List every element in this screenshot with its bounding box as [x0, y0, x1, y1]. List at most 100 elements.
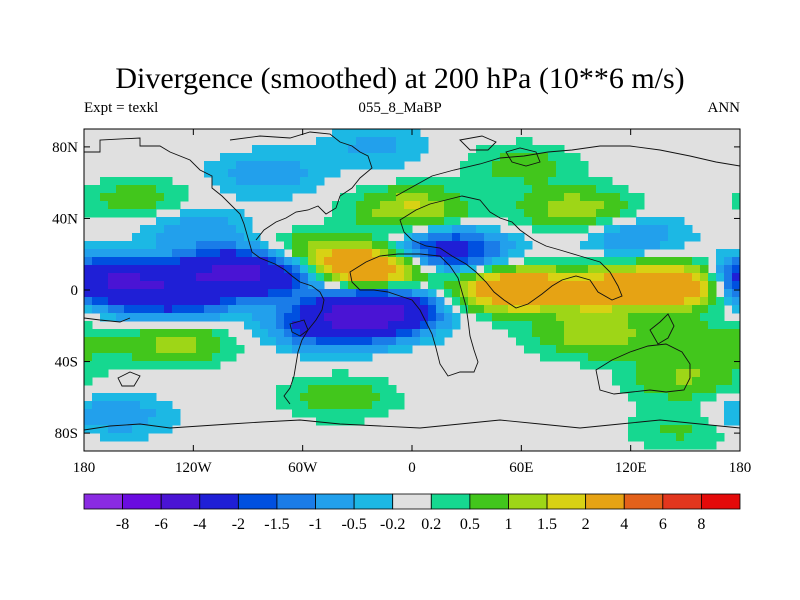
field-cell [388, 185, 397, 194]
field-cell [212, 273, 221, 282]
field-cell [692, 329, 701, 338]
field-cell [676, 313, 685, 322]
x-tick-label: 180 [73, 460, 96, 476]
field-cell [412, 153, 421, 162]
field-cell [700, 361, 709, 370]
field-cell [212, 249, 221, 258]
field-cell [412, 265, 421, 274]
field-cell [116, 305, 125, 314]
field-cell [316, 225, 325, 234]
field-cell [620, 281, 629, 290]
field-cell [660, 345, 669, 354]
field-cell [628, 329, 637, 338]
field-cell [580, 321, 589, 330]
field-cell [660, 257, 669, 266]
field-cell [156, 249, 165, 258]
field-cell [356, 153, 365, 162]
field-cell [356, 241, 365, 250]
field-cell [380, 409, 389, 418]
field-cell [196, 225, 205, 234]
field-cell [84, 265, 93, 274]
field-cell [684, 409, 693, 418]
field-cell [700, 353, 709, 362]
field-cell [636, 257, 645, 266]
field-cell [316, 161, 325, 170]
field-cell [540, 185, 549, 194]
field-cell [620, 265, 629, 274]
field-cell [300, 297, 309, 306]
field-cell [388, 393, 397, 402]
field-cell [180, 361, 189, 370]
field-cell [364, 185, 373, 194]
field-cell [92, 361, 101, 370]
colorbar-swatch [199, 493, 239, 510]
field-cell [412, 329, 421, 338]
field-cell [612, 353, 621, 362]
field-cell [540, 305, 549, 314]
field-cell [700, 305, 709, 314]
field-cell [604, 241, 613, 250]
field-cell [260, 281, 269, 290]
field-cell [172, 201, 181, 210]
field-cell [92, 257, 101, 266]
field-cell [340, 401, 349, 410]
field-cell [276, 233, 285, 242]
field-cell [388, 153, 397, 162]
field-cell [580, 289, 589, 298]
field-cell [276, 337, 285, 346]
field-cell [284, 241, 293, 250]
field-cell [356, 353, 365, 362]
field-cell [436, 313, 445, 322]
field-cell [116, 265, 125, 274]
field-cell [516, 337, 525, 346]
field-cell [644, 289, 653, 298]
field-cell [532, 297, 541, 306]
field-cell [212, 217, 221, 226]
field-cell [148, 209, 157, 218]
field-cell [148, 265, 157, 274]
field-cell [556, 209, 565, 218]
field-cell [164, 305, 173, 314]
field-cell [660, 225, 669, 234]
field-cell [724, 401, 733, 410]
field-cell [212, 241, 221, 250]
field-cell [188, 257, 197, 266]
field-cell [404, 289, 413, 298]
field-cell [284, 313, 293, 322]
field-cell [428, 329, 437, 338]
field-cell [540, 265, 549, 274]
field-cell [332, 217, 341, 226]
field-cell [140, 209, 149, 218]
field-cell [492, 201, 501, 210]
field-cell [644, 305, 653, 314]
field-cell [172, 313, 181, 322]
field-cell [196, 281, 205, 290]
field-cell [516, 321, 525, 330]
field-cell [604, 313, 613, 322]
field-cell [148, 409, 157, 418]
field-cell [532, 177, 541, 186]
field-cell [260, 329, 269, 338]
field-cell [300, 289, 309, 298]
field-cell [324, 289, 333, 298]
field-cell [276, 385, 285, 394]
field-cell [684, 305, 693, 314]
field-cell [644, 233, 653, 242]
field-cell [292, 233, 301, 242]
field-cell [644, 297, 653, 306]
field-cell [268, 249, 277, 258]
x-tick-label: 180 [729, 460, 752, 476]
field-cell [140, 337, 149, 346]
field-cell [372, 329, 381, 338]
field-cell [524, 217, 533, 226]
field-cell [468, 233, 477, 242]
field-cell [412, 297, 421, 306]
field-cell [292, 345, 301, 354]
field-cell [356, 393, 365, 402]
field-cell [460, 241, 469, 250]
field-cell [100, 177, 109, 186]
field-cell [228, 313, 237, 322]
field-cell [540, 297, 549, 306]
field-cell [244, 169, 253, 178]
field-cell [692, 273, 701, 282]
